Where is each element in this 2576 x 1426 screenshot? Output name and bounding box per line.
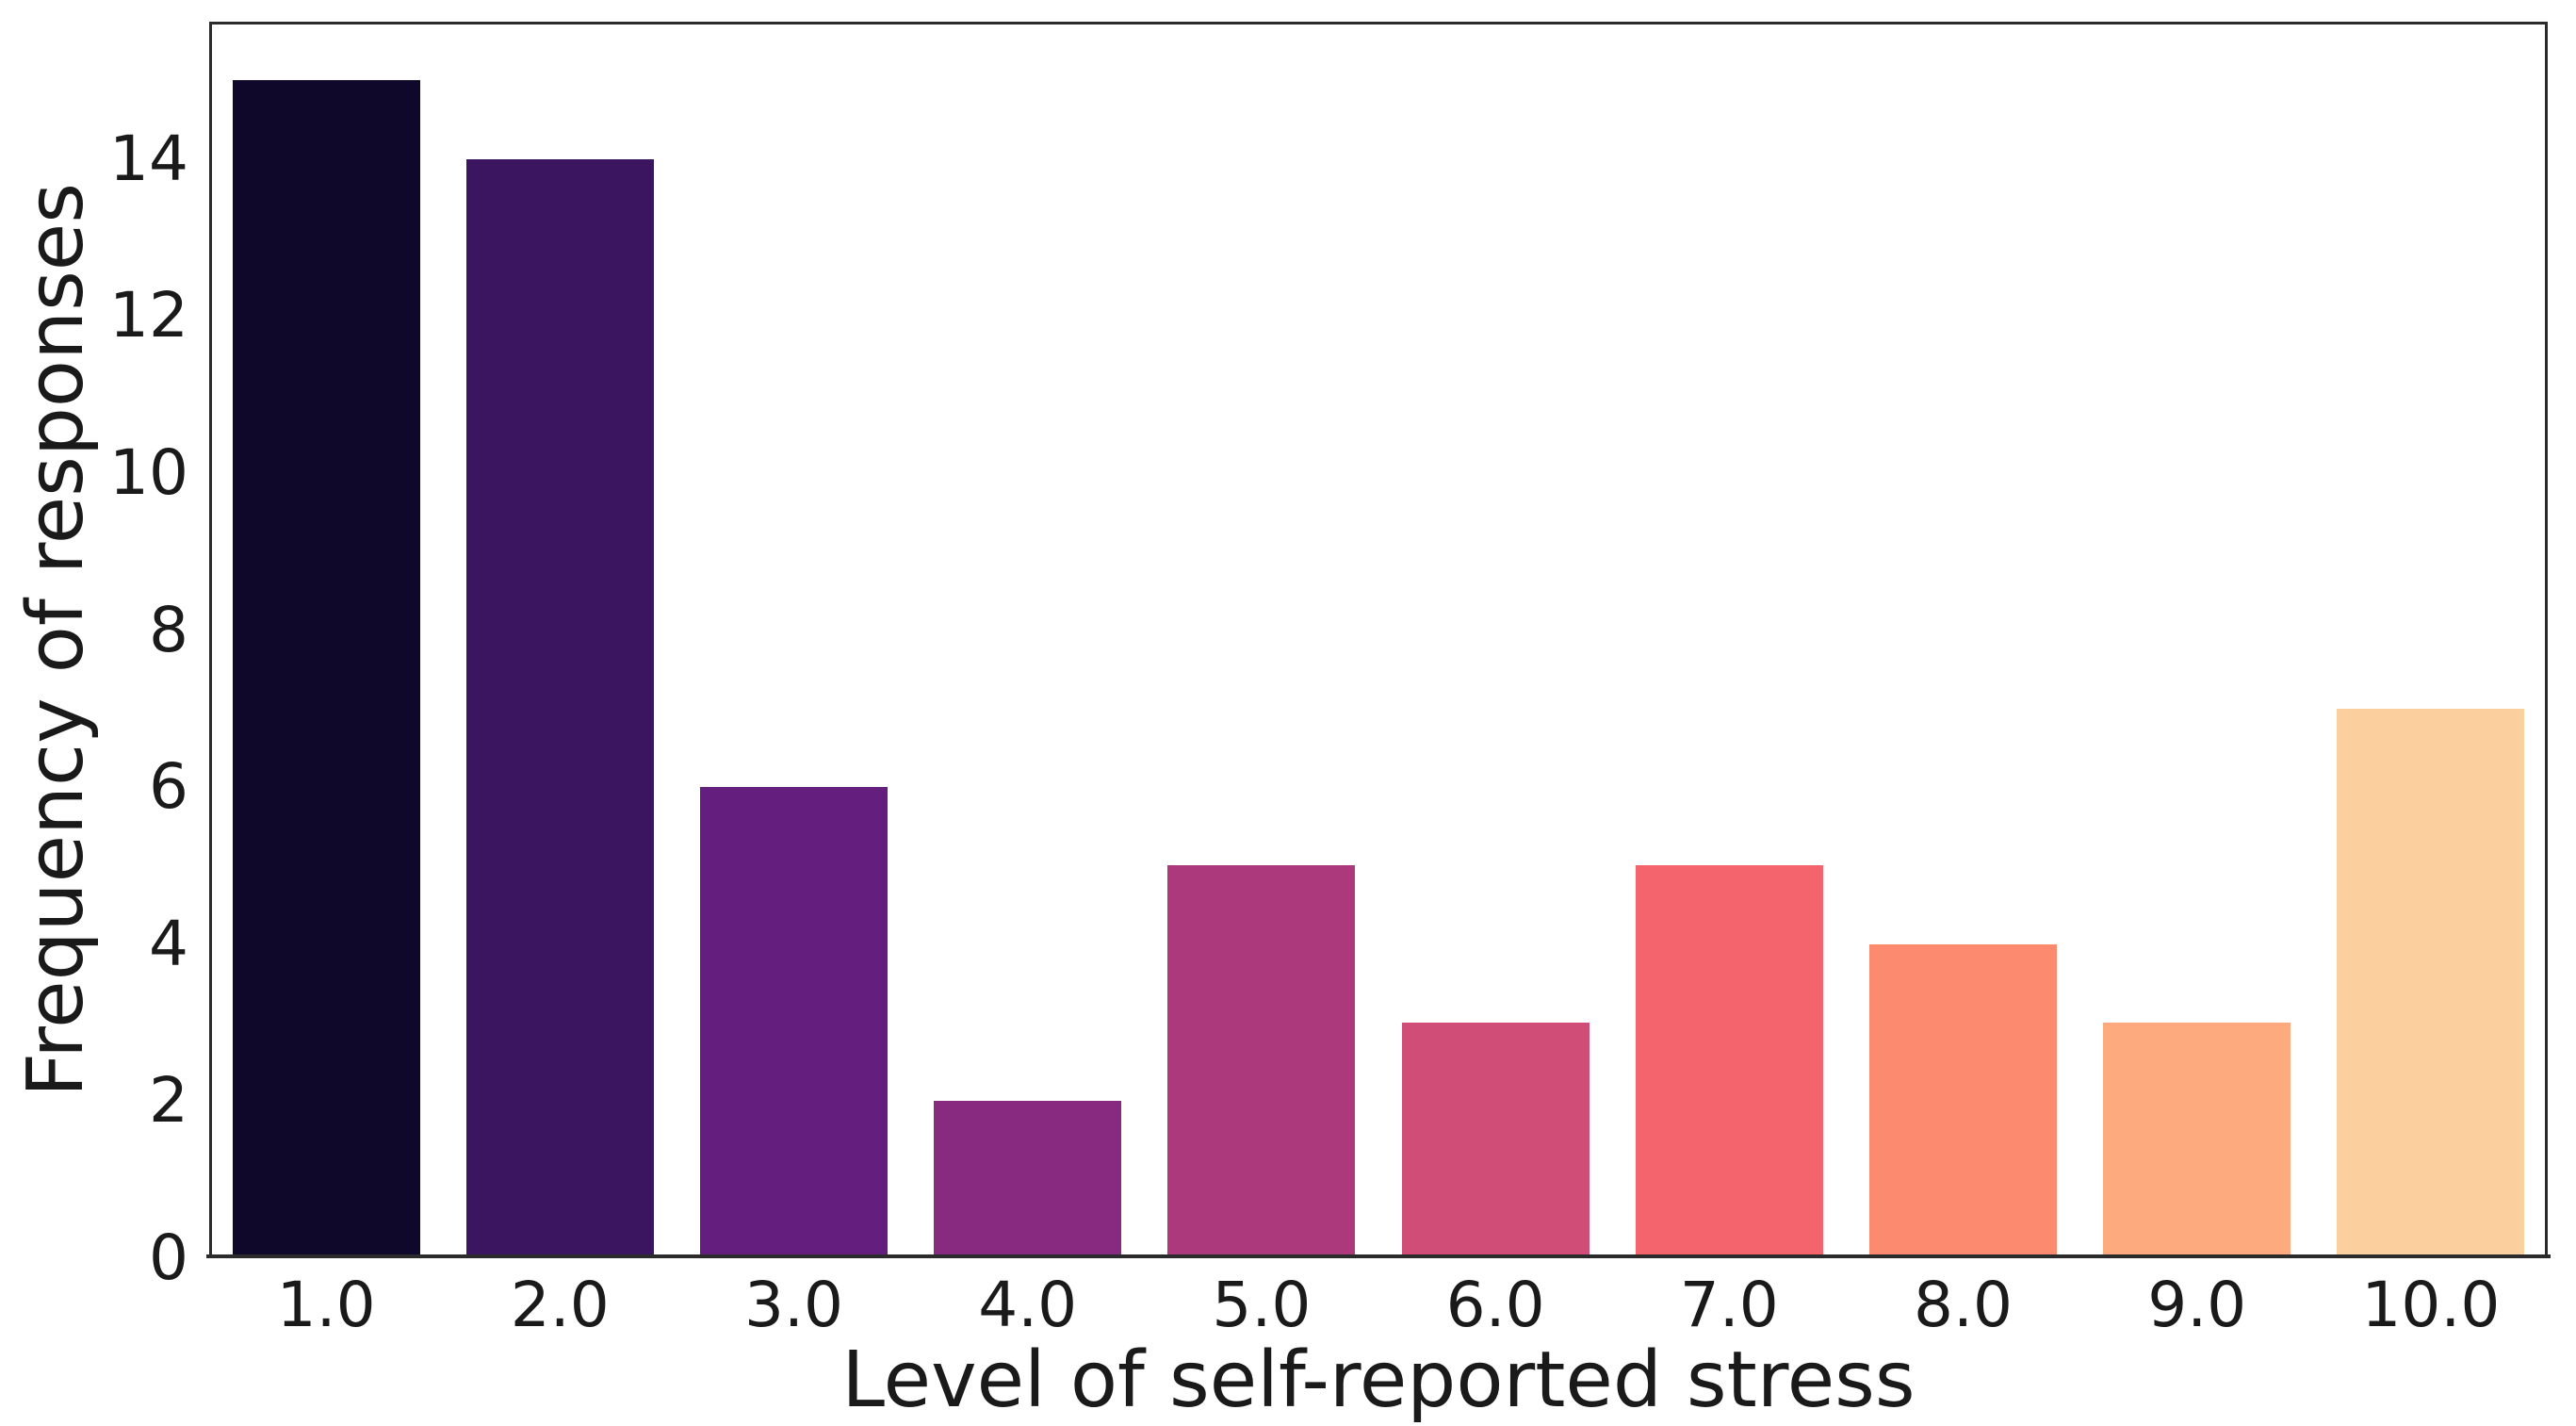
y-tick-label: 12: [109, 279, 188, 352]
y-tick-label: 4: [149, 907, 188, 980]
y-tick-label: 14: [109, 122, 188, 195]
bar-7.0: [1635, 865, 1823, 1258]
y-tick-label: 8: [149, 593, 188, 666]
y-tick-label: 2: [149, 1064, 188, 1138]
bar-8.0: [1869, 943, 2057, 1258]
x-tick-label: 9.0: [2147, 1269, 2247, 1341]
bar-10.0: [2337, 708, 2525, 1258]
y-tick-label: 6: [149, 750, 188, 824]
y-tick-label: 0: [149, 1221, 188, 1294]
bar-2.0: [465, 158, 654, 1258]
x-axis-label: Level of self-reported stress: [841, 1336, 1916, 1425]
x-tick-label: 7.0: [1679, 1269, 1779, 1341]
x-tick-label: 3.0: [744, 1269, 843, 1341]
bar-4.0: [934, 1101, 1122, 1258]
bar-1.0: [232, 80, 420, 1258]
x-tick-label: 5.0: [1212, 1269, 1312, 1341]
bar-5.0: [1167, 865, 1356, 1258]
x-tick-label: 6.0: [1445, 1269, 1545, 1341]
y-tick-label: 10: [109, 435, 188, 509]
x-axis-line: [206, 1254, 2551, 1258]
x-tick-label: 2.0: [510, 1269, 610, 1341]
x-tick-label: 10.0: [2361, 1269, 2501, 1341]
x-tick-label: 4.0: [978, 1269, 1078, 1341]
bar-6.0: [1401, 1023, 1590, 1258]
x-tick-label: 1.0: [276, 1269, 376, 1341]
bar-9.0: [2103, 1023, 2291, 1258]
bar-3.0: [700, 787, 888, 1258]
x-tick-label: 8.0: [1914, 1269, 2013, 1341]
